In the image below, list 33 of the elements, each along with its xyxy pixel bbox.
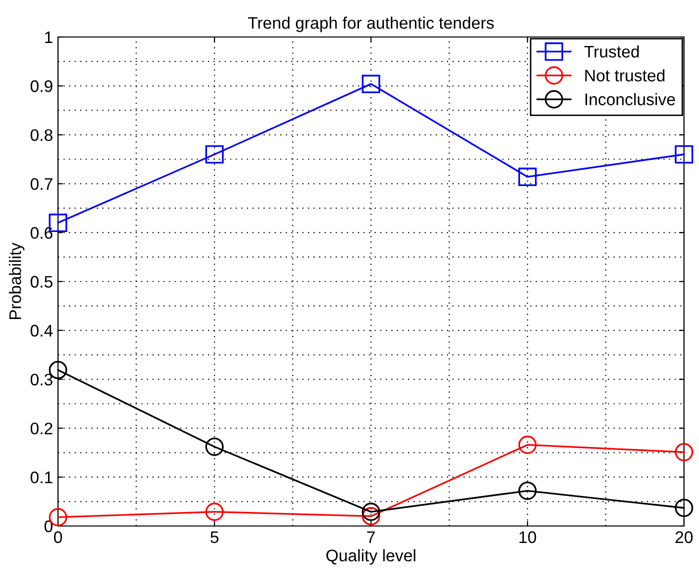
y-tick-label: 0.3 <box>30 374 52 386</box>
x-tick-label: 10 <box>520 531 536 544</box>
legend-label: Inconclusive <box>585 93 675 106</box>
y-tick-label: 0.9 <box>30 80 52 92</box>
x-tick-label: 7 <box>367 531 375 543</box>
y-tick-label: 0.5 <box>30 276 52 288</box>
y-tick-label: 0.8 <box>30 129 52 142</box>
point <box>205 145 224 164</box>
y-tick-label: 0.2 <box>30 422 52 434</box>
point <box>518 482 537 500</box>
x-axis-title: Quality level <box>326 549 416 565</box>
point <box>674 498 694 518</box>
point <box>674 442 694 462</box>
x-tick-label: 20 <box>676 531 693 544</box>
x-tick-label: 0 <box>54 531 62 544</box>
point <box>518 436 537 454</box>
point <box>205 438 224 456</box>
y-tick-label: 1 <box>45 32 52 44</box>
point <box>362 74 380 94</box>
point <box>362 502 380 521</box>
point <box>518 168 537 186</box>
chart-title: Trend graph for authentic tenders <box>248 16 494 32</box>
y-tick-label: 0.7 <box>30 178 52 190</box>
y-axis-title: Probability <box>8 242 24 320</box>
y-tick-label: 0.1 <box>30 472 52 484</box>
point <box>362 507 380 526</box>
y-tick-label: 0.4 <box>30 324 53 337</box>
x-tick-label: 5 <box>210 531 218 544</box>
point <box>205 502 224 521</box>
point <box>674 145 694 164</box>
legend-label: Not trusted <box>585 69 664 82</box>
y-tick-label: 0.6 <box>30 227 52 239</box>
legend-label: Trusted <box>584 45 639 58</box>
